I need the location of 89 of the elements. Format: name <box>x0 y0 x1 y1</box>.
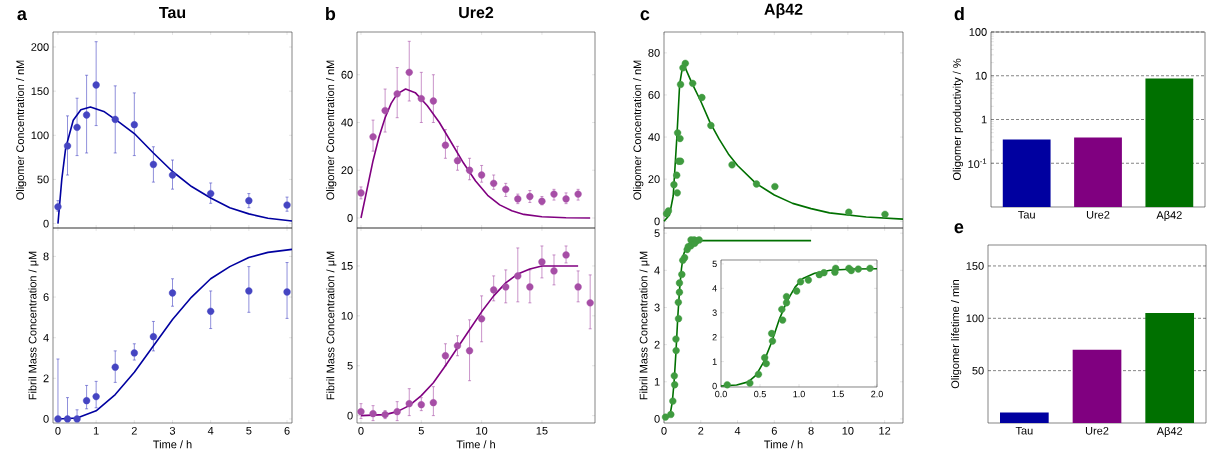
y-tick-label: 100 <box>31 131 49 140</box>
x-axis-title: Time / h <box>764 440 803 449</box>
x-tick-label: Aβ42 <box>1156 210 1182 222</box>
y-axis-title: Fibril Mass Concentration / μM <box>28 251 39 400</box>
y-tick-label: 5 <box>712 260 717 268</box>
y-tick-label: 2 <box>654 340 660 349</box>
y-tick-label: 4 <box>712 285 717 292</box>
y-tick-label: 100 <box>966 314 984 323</box>
y-tick-label: 0 <box>712 382 717 390</box>
y-tick-label: 40 <box>648 133 660 141</box>
x-tick-label: 6 <box>771 426 777 435</box>
x-tick-label: 10 <box>842 426 854 435</box>
text: e <box>954 223 964 234</box>
y-tick-label: 4 <box>43 333 49 342</box>
y-tick-label: 80 <box>648 48 660 57</box>
y-tick-label: 3 <box>712 309 717 316</box>
x-tick-label: Ure2 <box>1085 426 1109 435</box>
x-tick-label: 2 <box>131 426 137 435</box>
y-axis-title: Oligomer Concentration / nM <box>633 60 644 200</box>
y-tick-label: 60 <box>648 91 660 99</box>
y-tick-label: 10 <box>975 71 987 80</box>
y-tick-label: 4 <box>654 266 660 275</box>
x-tick-label: 1 <box>93 426 99 435</box>
x-tick-label: 2 <box>698 426 704 435</box>
x-tick-label: 0 <box>55 426 61 435</box>
y-tick-label: 10$^{-1}$ <box>968 158 987 168</box>
y-axis-title: Fibril Mass Concentration / μM <box>639 251 650 400</box>
x-tick-label: 8 <box>808 426 814 435</box>
text: c <box>640 10 650 21</box>
y-axis-title: Oligomer Concentration / nM <box>16 60 27 200</box>
y-tick-label: 1 <box>654 378 660 386</box>
y-tick-label: 5 <box>654 229 660 238</box>
y-tick-label: 50 <box>972 366 984 375</box>
y-tick-label: 15 <box>341 262 353 270</box>
x-tick-label: 15 <box>536 426 548 435</box>
chart-title: Tau <box>159 6 186 19</box>
x-tick-label: 5 <box>418 426 424 435</box>
x-tick-label: 3 <box>169 426 176 435</box>
y-tick-label: 200 <box>31 43 49 51</box>
y-tick-label: 40 <box>341 118 353 127</box>
y-axis-title: Oligomer productivity / % <box>952 58 964 181</box>
y-tick-label: 0 <box>654 217 660 226</box>
y-tick-label: 100 <box>969 28 987 36</box>
y-tick-label: 20 <box>648 175 660 184</box>
y-tick-label: 10 <box>341 311 353 320</box>
x-tick-label: Tau <box>1018 210 1035 219</box>
text: b <box>326 6 336 21</box>
x-tick-label: 0.0 <box>715 390 727 398</box>
x-tick-label: 4 <box>207 426 214 435</box>
y-tick-label: 6 <box>43 293 49 301</box>
y-axis-title: Oligomer lifetime / min <box>951 280 962 389</box>
y-tick-label: 0 <box>347 411 353 420</box>
text: d <box>954 6 964 21</box>
chart-title: Ure2 <box>459 6 494 19</box>
y-tick-label: 2 <box>712 334 717 341</box>
x-tick-label: 2.0 <box>871 390 883 398</box>
x-tick-label: 1.5 <box>832 390 844 398</box>
x-tick-label: 10 <box>476 426 488 435</box>
x-tick-label: 12 <box>879 426 891 435</box>
x-tick-label: 6 <box>284 426 290 435</box>
y-tick-label: 5 <box>347 361 353 370</box>
x-tick-label: 0 <box>661 426 667 435</box>
y-axis-title: Fibril Mass Concentration / μM <box>326 251 337 400</box>
y-tick-label: 50 <box>37 175 49 184</box>
y-tick-label: 60 <box>341 70 353 79</box>
y-tick-label: 150 <box>31 87 49 96</box>
x-tick-label: 1.0 <box>793 390 805 398</box>
y-tick-label: 2 <box>43 374 49 383</box>
x-tick-label: 5 <box>246 426 252 435</box>
y-tick-label: 0 <box>43 415 49 423</box>
x-axis-title: Time / h <box>153 440 192 449</box>
x-tick-label: 4 <box>734 426 741 435</box>
y-tick-label: 3 <box>654 303 660 312</box>
x-tick-label: Ure2 <box>1086 210 1110 219</box>
y-tick-label: 1 <box>981 115 987 124</box>
y-tick-label: 20 <box>341 166 353 175</box>
y-tick-label: 150 <box>966 262 984 270</box>
y-tick-label: 1 <box>712 358 717 365</box>
x-axis-title: Time / h <box>456 440 495 449</box>
x-tick-label: 0 <box>358 426 364 435</box>
y-tick-label: 8 <box>43 252 49 261</box>
y-axis-title: Oligomer Concentration / nM <box>326 60 337 200</box>
y-tick-label: 0 <box>43 219 49 228</box>
text: a <box>17 10 27 21</box>
x-tick-label: 0.5 <box>754 390 766 398</box>
chart-title: Aβ42 <box>764 3 803 19</box>
x-tick-label: Aβ42 <box>1156 426 1183 438</box>
y-tick-label: 0 <box>654 415 660 423</box>
x-tick-label: Tau <box>1015 426 1033 435</box>
